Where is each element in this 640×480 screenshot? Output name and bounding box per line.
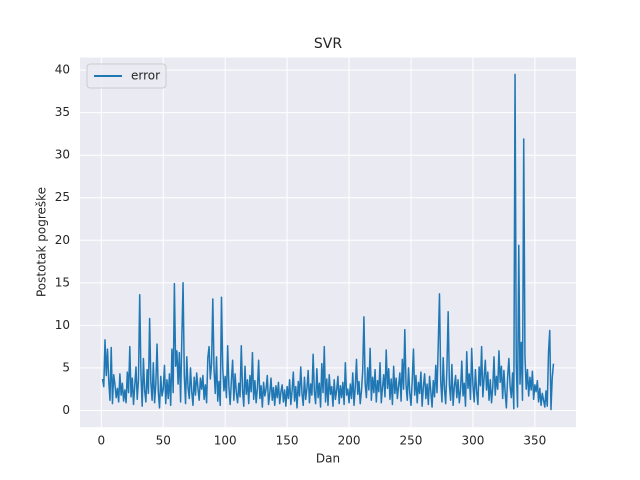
x-tick-label: 200 (338, 434, 361, 448)
grid (80, 57, 576, 428)
x-tick-label: 0 (97, 434, 105, 448)
y-tick-label: 10 (55, 318, 70, 332)
x-tick-label: 350 (523, 434, 546, 448)
y-tick-label: 15 (55, 275, 70, 289)
series-line (101, 73, 555, 411)
x-tick-label: 250 (400, 434, 423, 448)
data (101, 73, 555, 411)
x-tick-label: 50 (156, 434, 171, 448)
y-tick-label: 30 (55, 148, 70, 162)
chart-title: SVR (314, 36, 342, 52)
y-tick-label: 25 (55, 190, 70, 204)
y-axis-label: Postotak pogreške (35, 187, 49, 297)
x-axis-label: Dan (316, 452, 340, 466)
legend: error (86, 63, 167, 89)
y-tick-label: 40 (55, 63, 70, 77)
x-tick-label: 300 (461, 434, 484, 448)
legend-label: error (131, 69, 160, 83)
y-tick-label: 20 (55, 233, 70, 247)
x-tick-label: 100 (214, 434, 237, 448)
y-tick-label: 0 (62, 403, 70, 417)
y-tick-label: 35 (55, 105, 70, 119)
legend-frame (86, 63, 167, 89)
x-tick-label: 150 (276, 434, 299, 448)
y-tick-label: 5 (62, 360, 70, 374)
